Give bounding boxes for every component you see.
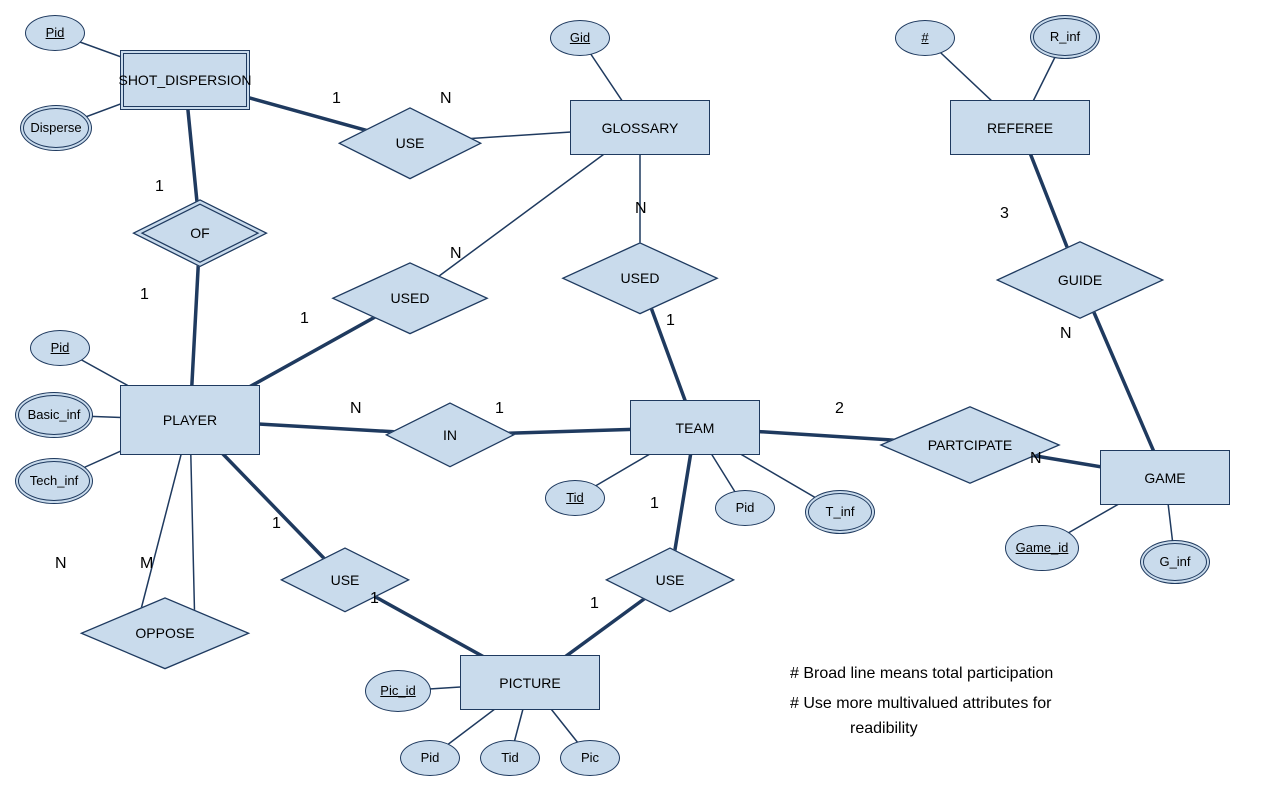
entity-referee: REFEREE [950, 100, 1090, 155]
relationship-label: USE [656, 572, 685, 588]
attribute-label: Game_id [1016, 541, 1069, 555]
entity-label: GAME [1144, 470, 1185, 486]
entity-label: TEAM [676, 420, 715, 436]
entity-glossary: GLOSSARY [570, 100, 710, 155]
relationship-in: IN [400, 410, 500, 460]
attribute-label: Gid [570, 31, 590, 45]
cardinality-label: 1 [140, 286, 149, 304]
attribute-tm_tid: Tid [545, 480, 605, 516]
cardinality-label: N [350, 400, 362, 418]
cardinality-label: N [440, 90, 452, 108]
cardinality-label: N [635, 200, 647, 218]
cardinality-label: 1 [332, 90, 341, 108]
attribute-tm_pid: Pid [715, 490, 775, 526]
attribute-label: Disperse [30, 121, 81, 135]
cardinality-label: 1 [650, 495, 659, 513]
legend-note: # Broad line means total participation [790, 665, 1053, 683]
attribute-pic_picid: Pic_id [365, 670, 431, 712]
entity-team: TEAM [630, 400, 760, 455]
cardinality-label: 3 [1000, 205, 1009, 223]
attribute-label: R_inf [1050, 30, 1080, 44]
attribute-pic_pid: Pid [400, 740, 460, 776]
attribute-gm_gid: Game_id [1005, 525, 1079, 571]
attribute-gl_gid: Gid [550, 20, 610, 56]
attribute-label: Pid [46, 26, 65, 40]
relationship-label: PARTCIPATE [928, 437, 1013, 453]
relationship-used_pl_gl: USED [350, 270, 470, 325]
attribute-label: Pic [581, 751, 599, 765]
relationship-of: OF [155, 210, 245, 255]
attribute-ref_num: # [895, 20, 955, 56]
attribute-pl_tech: Tech_inf [15, 458, 93, 504]
relationship-oppose: OPPOSE [100, 605, 230, 660]
entity-player: PLAYER [120, 385, 260, 455]
edges-layer [0, 0, 1268, 793]
relationship-label: USE [396, 135, 425, 151]
cardinality-label: 1 [272, 515, 281, 533]
attribute-label: # [921, 31, 928, 45]
cardinality-label: N [1060, 325, 1072, 343]
relationship-label: IN [443, 427, 457, 443]
cardinality-label: N [1030, 450, 1042, 468]
entity-game: GAME [1100, 450, 1230, 505]
attribute-label: Tid [501, 751, 519, 765]
legend-note: # Use more multivalued attributes for [790, 695, 1051, 713]
cardinality-label: 1 [590, 595, 599, 613]
attribute-label: Pid [736, 501, 755, 515]
attribute-label: Pic_id [380, 684, 415, 698]
cardinality-label: 1 [370, 590, 379, 608]
attribute-pic_pic: Pic [560, 740, 620, 776]
cardinality-label: 2 [835, 400, 844, 418]
attribute-label: Tech_inf [30, 474, 78, 488]
attribute-pic_tid: Tid [480, 740, 540, 776]
entity-label: GLOSSARY [602, 120, 679, 136]
attribute-label: T_inf [826, 505, 855, 519]
entity-label: PLAYER [163, 412, 217, 428]
relationship-label: USE [331, 572, 360, 588]
relationship-guide: GUIDE [1015, 250, 1145, 310]
relationship-used_tm_gl: USED [580, 250, 700, 305]
entity-picture: PICTURE [460, 655, 600, 710]
relationship-use_tm_pic: USE [620, 555, 720, 605]
attribute-label: Pid [51, 341, 70, 355]
relationship-label: OPPOSE [135, 625, 194, 641]
cardinality-label: N [55, 555, 67, 573]
cardinality-label: 1 [666, 312, 675, 330]
cardinality-label: 1 [300, 310, 309, 328]
relationship-label: GUIDE [1058, 272, 1102, 288]
attribute-gm_ginf: G_inf [1140, 540, 1210, 584]
attribute-tm_tinf: T_inf [805, 490, 875, 534]
attribute-label: G_inf [1159, 555, 1190, 569]
cardinality-label: M [140, 555, 153, 573]
cardinality-label: 1 [155, 178, 164, 196]
attribute-ref_rinf: R_inf [1030, 15, 1100, 59]
attribute-pl_basic: Basic_inf [15, 392, 93, 438]
er-diagram: SHOT_DISPERSION GLOSSARY REFEREE PLAYER TEAM… [0, 0, 1268, 793]
cardinality-label: 1 [495, 400, 504, 418]
relationship-use_sd_gl: USE [355, 115, 465, 170]
attribute-label: Tid [566, 491, 584, 505]
attribute-sd_disperse: Disperse [20, 105, 92, 151]
entity-label: REFEREE [987, 120, 1053, 136]
attribute-label: Pid [421, 751, 440, 765]
relationship-label: USED [621, 270, 660, 286]
attribute-sd_pid: Pid [25, 15, 85, 51]
relationship-label: OF [190, 225, 209, 241]
relationship-label: USED [391, 290, 430, 306]
relationship-use_pl_pic: USE [295, 555, 395, 605]
entity-label: SHOT_DISPERSION [118, 72, 251, 88]
attribute-pl_pid: Pid [30, 330, 90, 366]
attribute-label: Basic_inf [28, 408, 81, 422]
cardinality-label: N [450, 245, 462, 263]
legend-note: readibility [850, 720, 918, 738]
entity-label: PICTURE [499, 675, 560, 691]
entity-shot_dispersion: SHOT_DISPERSION [120, 50, 250, 110]
relationship-participate: PARTCIPATE [900, 415, 1040, 475]
